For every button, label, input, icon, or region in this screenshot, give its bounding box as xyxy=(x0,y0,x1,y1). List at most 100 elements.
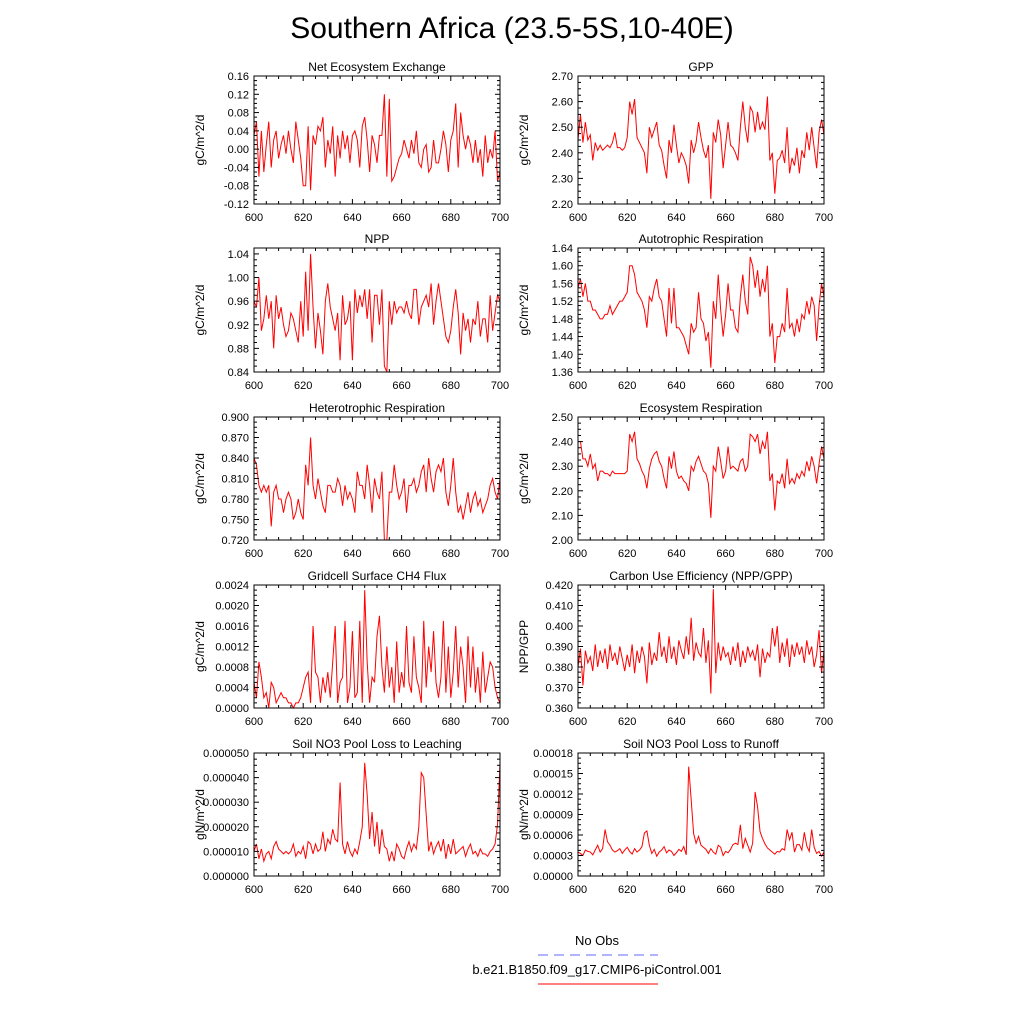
panel-7-y-tick-label: 0.410 xyxy=(545,601,573,613)
panel-9-title: Soil NO3 Pool Loss to Runoff xyxy=(623,737,780,751)
panel-0-x-tick-label: 700 xyxy=(491,212,509,224)
panel-7-x-tick-label: 680 xyxy=(766,716,784,728)
panel-2-y-tick-label: 1.00 xyxy=(228,273,249,285)
panel-9-x-tick-label: 620 xyxy=(618,884,636,896)
panel-5-y-axis-label: gC/m^2/d xyxy=(517,453,531,504)
panel-3-y-tick-label: 1.44 xyxy=(552,332,573,344)
panel-4-y-tick-label: 0.810 xyxy=(221,474,249,486)
panel-2-x-tick-label: 680 xyxy=(442,380,460,392)
panel-1-y-tick-label: 2.50 xyxy=(552,122,573,134)
panel-5-y-tick-label: 2.40 xyxy=(552,437,573,449)
panel-1-x-tick-label: 660 xyxy=(716,212,734,224)
panel-3-y-tick-label: 1.52 xyxy=(552,296,573,308)
panel-6-x-tick-label: 600 xyxy=(245,716,263,728)
panel-3-x-tick-label: 680 xyxy=(766,380,784,392)
panel-6-x-tick-label: 660 xyxy=(392,716,410,728)
panel-5-x-tick-label: 620 xyxy=(618,548,636,560)
panel-9-y-tick-label: 0.00003 xyxy=(533,851,573,863)
panel-6-series-line-0 xyxy=(253,590,501,710)
panel-8-x-tick-label: 660 xyxy=(392,884,410,896)
panel-0-x-tick-label: 640 xyxy=(343,212,361,224)
panel-2-y-tick-label: 1.04 xyxy=(228,249,249,261)
panel-1-title: GPP xyxy=(688,60,713,74)
panel-2-x-tick-label: 600 xyxy=(245,380,263,392)
panel-4-x-tick-label: 620 xyxy=(294,548,312,560)
panel-9-y-tick-label: 0.00009 xyxy=(533,810,573,822)
panel-7-y-axis-label: NPP/GPP xyxy=(517,620,531,673)
panel-6-x-tick-label: 700 xyxy=(491,716,509,728)
panel-0-x-tick-label: 600 xyxy=(245,212,263,224)
panel-6-y-tick-label: 0.0012 xyxy=(215,642,249,654)
panel-2-x-tick-label: 620 xyxy=(294,380,312,392)
panel-7-y-tick-label: 0.370 xyxy=(545,683,573,695)
panel-2-title: NPP xyxy=(365,232,390,246)
panel-8-series-line-0 xyxy=(253,762,501,864)
panel-1-x-tick-label: 700 xyxy=(815,212,833,224)
panel-4-series-line-0 xyxy=(253,437,501,541)
panel-8-y-tick-label: 0.000040 xyxy=(203,773,249,785)
panel-3-y-tick-label: 1.60 xyxy=(552,261,573,273)
panel-5-x-tick-label: 680 xyxy=(766,548,784,560)
panel-7-y-tick-label: 0.380 xyxy=(545,662,573,674)
panel-7-x-tick-label: 660 xyxy=(716,716,734,728)
panel-5-y-tick-label: 2.10 xyxy=(552,510,573,522)
panel-1-x-tick-label: 680 xyxy=(766,212,784,224)
panel-4-x-tick-label: 660 xyxy=(392,548,410,560)
panel-8-y-tick-label: 0.000050 xyxy=(203,748,249,760)
panel-4-y-tick-label: 0.780 xyxy=(221,494,249,506)
panel-9-x-tick-label: 640 xyxy=(667,884,685,896)
panel-8-y-axis-label: gN/m^2/d xyxy=(193,789,207,840)
panel-1-series-line-0 xyxy=(577,96,825,199)
panel-7-x-tick-label: 640 xyxy=(667,716,685,728)
panel-0-x-tick-label: 620 xyxy=(294,212,312,224)
panel-0-x-tick-label: 660 xyxy=(392,212,410,224)
panel-0-y-tick-label: -0.04 xyxy=(224,162,249,174)
panel-9-y-tick-label: 0.00018 xyxy=(533,748,573,760)
panel-7-y-tick-label: 0.360 xyxy=(545,703,573,715)
panel-4-y-tick-label: 0.900 xyxy=(221,412,249,424)
panel-1-x-tick-label: 620 xyxy=(618,212,636,224)
panel-8-frame xyxy=(253,752,501,877)
panel-6-title: Gridcell Surface CH4 Flux xyxy=(308,569,447,583)
panel-8-y-tick-label: 0.000010 xyxy=(203,846,249,858)
panel-5-title: Ecosystem Respiration xyxy=(640,401,763,415)
panel-0-y-axis-label: gC/m^2/d xyxy=(193,115,207,166)
panel-4-y-tick-label: 0.870 xyxy=(221,433,249,445)
panel-1-y-axis-label: gC/m^2/d xyxy=(517,115,531,166)
panel-1-y-tick-label: 2.20 xyxy=(552,199,573,211)
panel-5-y-tick-label: 2.30 xyxy=(552,461,573,473)
panel-6-y-tick-label: 0.0008 xyxy=(215,662,249,674)
panel-3-x-tick-label: 640 xyxy=(667,380,685,392)
panel-4-x-tick-label: 640 xyxy=(343,548,361,560)
panel-4-x-tick-label: 600 xyxy=(245,548,263,560)
panel-9-y-tick-label: 0.00006 xyxy=(533,830,573,842)
panel-7-title: Carbon Use Efficiency (NPP/GPP) xyxy=(609,569,792,583)
panel-0-series-line-0 xyxy=(253,94,501,191)
panel-5-x-tick-label: 660 xyxy=(716,548,734,560)
panel-8-x-tick-label: 700 xyxy=(491,884,509,896)
panel-0-title: Net Ecosystem Exchange xyxy=(308,60,446,74)
panel-2-y-tick-label: 0.88 xyxy=(228,343,249,355)
panel-1-x-tick-label: 600 xyxy=(569,212,587,224)
panel-9-frame xyxy=(577,752,825,877)
panel-1-y-tick-label: 2.70 xyxy=(552,71,573,83)
panel-5-y-tick-label: 2.20 xyxy=(552,486,573,498)
panel-3-x-tick-label: 620 xyxy=(618,380,636,392)
panel-2-x-tick-label: 640 xyxy=(343,380,361,392)
panel-4-y-tick-label: 0.840 xyxy=(221,453,249,465)
panel-8-y-tick-label: 0.000030 xyxy=(203,797,249,809)
panel-5-frame xyxy=(577,416,825,541)
panel-8-x-tick-label: 680 xyxy=(442,884,460,896)
panel-6-frame xyxy=(253,584,501,709)
panel-2-x-tick-label: 660 xyxy=(392,380,410,392)
panel-2-y-tick-label: 0.84 xyxy=(228,367,249,379)
panel-1-x-tick-label: 640 xyxy=(667,212,685,224)
panel-9-series-line-0 xyxy=(577,766,825,858)
panel-8-x-tick-label: 640 xyxy=(343,884,361,896)
panel-6-y-axis-label: gC/m^2/d xyxy=(193,621,207,672)
panel-7-series-line-0 xyxy=(577,589,825,694)
panel-2-x-tick-label: 700 xyxy=(491,380,509,392)
panel-2-y-tick-label: 0.92 xyxy=(228,320,249,332)
panel-9-x-tick-label: 600 xyxy=(569,884,587,896)
panel-0-y-tick-label: 0.08 xyxy=(228,108,249,120)
